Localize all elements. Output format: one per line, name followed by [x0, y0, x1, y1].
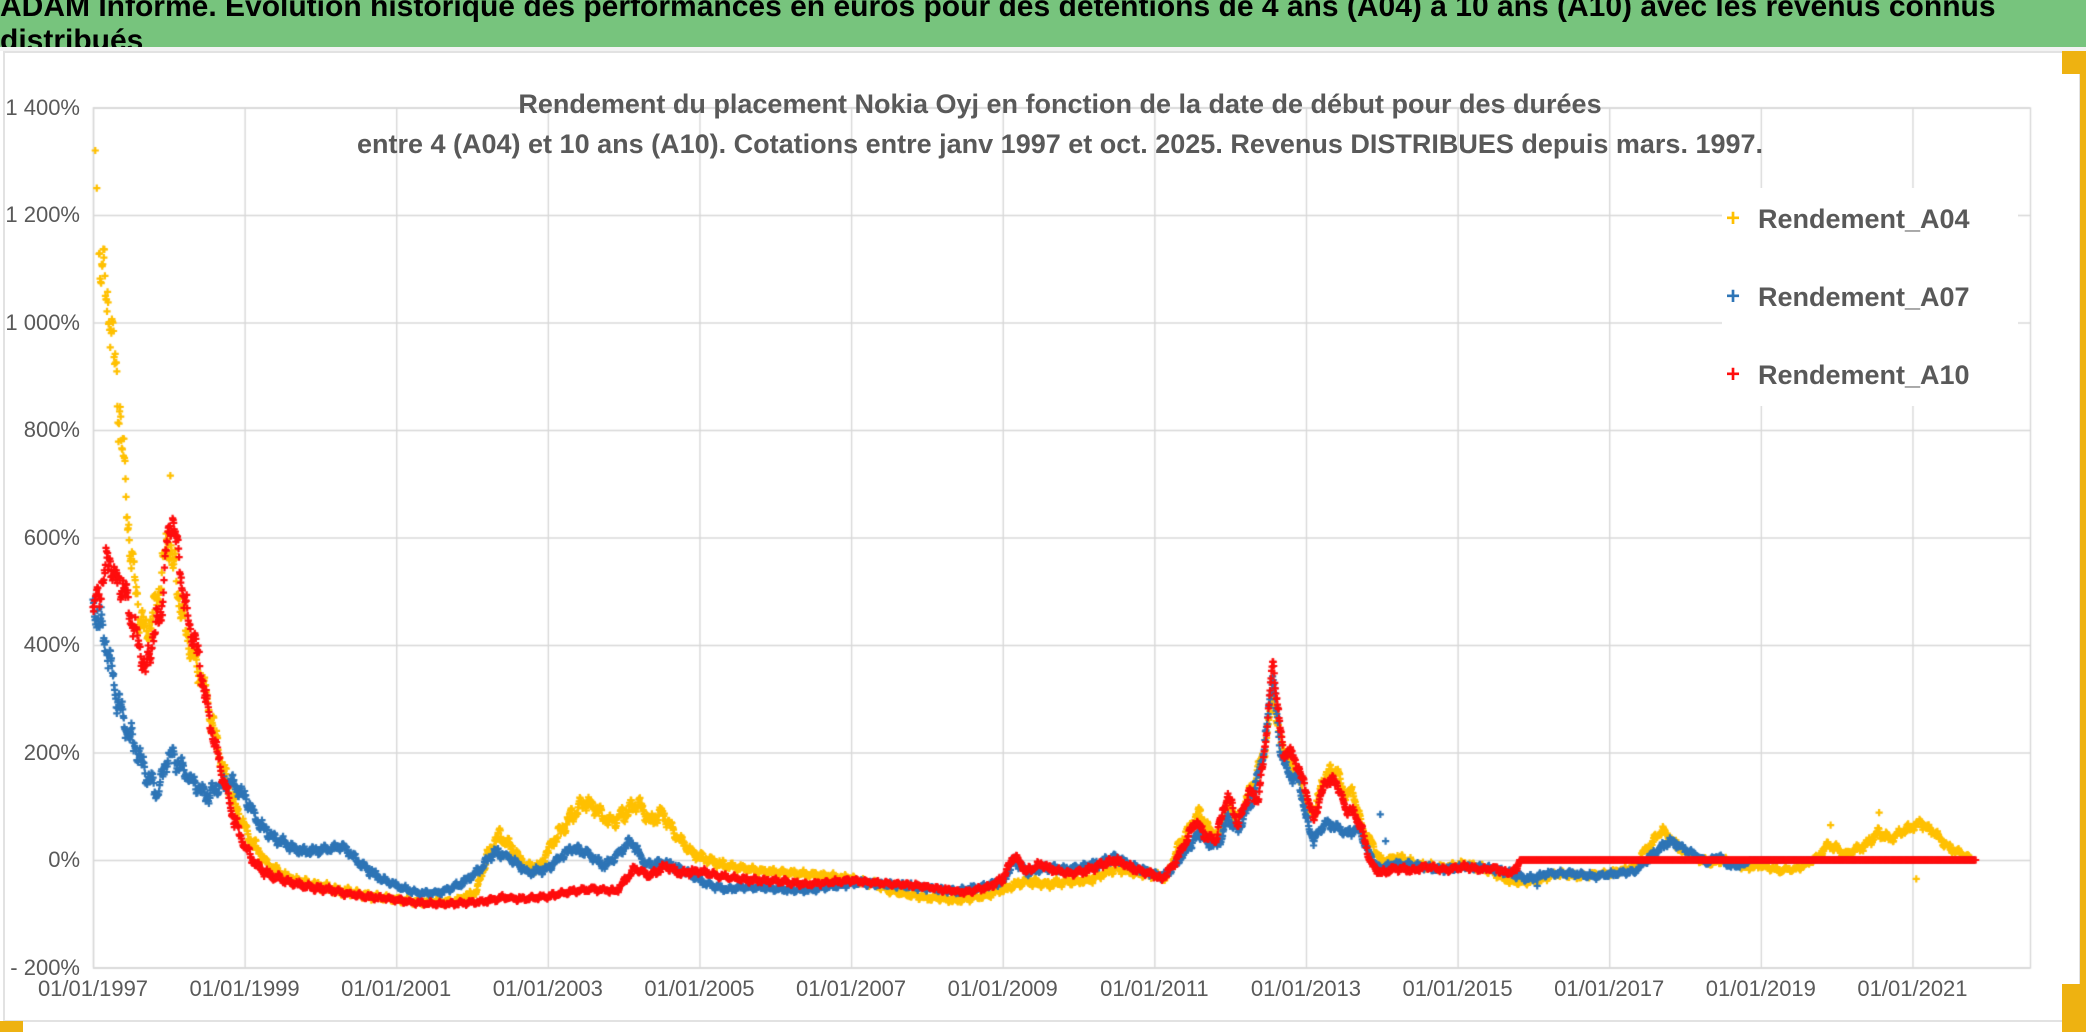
y-tick-label: - 200% — [10, 954, 80, 980]
chart-title-line2: entre 4 (A04) et 10 ans (A10). Cotations… — [356, 129, 1764, 159]
legend-plus-marker-icon: + — [1725, 283, 1740, 310]
y-tick-label: 0% — [48, 847, 80, 872]
y-tick-label: 200% — [23, 739, 80, 765]
x-tick-label: 01/01/2021 — [1857, 976, 1968, 1001]
y-tick-label: 1 400% — [5, 94, 80, 120]
x-tick-label: 01/01/2005 — [644, 976, 755, 1001]
accent-gold-tab-bottom-left — [0, 1021, 23, 1032]
legend-label: Rendement_A07 — [1758, 281, 1970, 312]
x-tick-label: 01/01/2013 — [1250, 976, 1362, 1001]
x-tick-label: 01/01/2001 — [341, 976, 452, 1001]
legend-label: Rendement_A10 — [1758, 359, 1970, 390]
x-tick-label: 01/01/2015 — [1402, 976, 1513, 1001]
legend-plus-marker-icon: + — [1725, 361, 1740, 388]
legend-item: + Rendement_A10 — [1722, 352, 2018, 398]
legend-item: + Rendement_A07 — [1722, 274, 2018, 320]
legend-item: + Rendement_A04 — [1722, 196, 2018, 242]
x-tick-label: 01/01/1997 — [37, 976, 149, 1001]
y-tick-label: 400% — [23, 632, 80, 657]
y-tick-label: 1 000% — [5, 309, 80, 335]
x-tick-label: 01/01/2003 — [492, 976, 603, 1001]
x-tick-label: 01/01/2011 — [1100, 976, 1209, 1001]
x-tick-label: 01/01/1999 — [189, 976, 300, 1001]
y-tick-label: 1 200% — [5, 202, 80, 227]
legend: + Rendement_A04 + Rendement_A07 + Rendement_A… — [1722, 188, 2018, 406]
chart-title-line1: Rendement du placement Nokia Oyj en fonc… — [518, 89, 1602, 119]
y-tick-label: 600% — [23, 524, 80, 550]
legend-plus-marker-icon: + — [1725, 205, 1740, 232]
x-tick-label: 01/01/2017 — [1554, 976, 1665, 1001]
accent-gold-tab-bottom-right — [2062, 984, 2086, 1032]
accent-gold-tab-top-right — [2062, 51, 2086, 74]
x-tick-label: 01/01/2009 — [947, 976, 1058, 1001]
x-tick-label: 01/01/2019 — [1705, 976, 1816, 1001]
accent-gold-right-strip — [2080, 51, 2086, 1032]
x-tick-label: 01/01/2007 — [796, 976, 907, 1001]
legend-label: Rendement_A04 — [1758, 203, 1970, 234]
chart-title: Rendement du placement Nokia Oyj en fonc… — [250, 84, 1870, 164]
y-tick-label: 800% — [23, 417, 80, 442]
